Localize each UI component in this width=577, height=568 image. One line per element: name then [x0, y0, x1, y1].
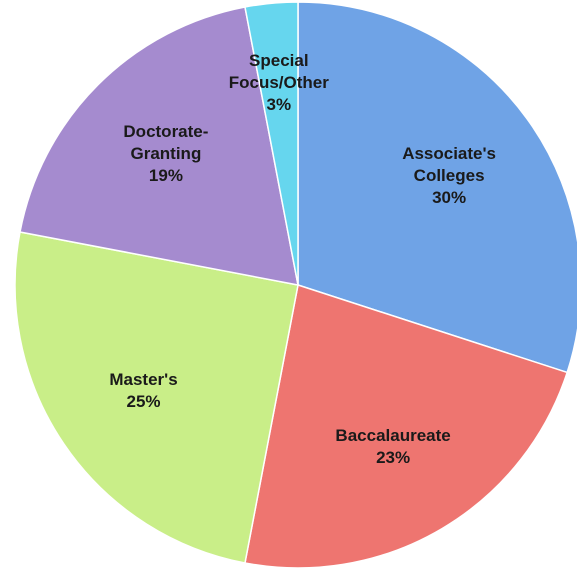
value-label: 25% [127, 392, 161, 411]
label-line: Associate's [402, 144, 496, 163]
label-line: Baccalaureate [335, 426, 450, 445]
label-line: Granting [131, 144, 202, 163]
slice-label: Special Focus/Other 3% [229, 51, 330, 114]
slice-label: Doctorate- Granting 19% [123, 122, 208, 185]
value-label: 19% [149, 166, 183, 185]
value-label: 30% [432, 188, 466, 207]
slice-label: Master's 25% [109, 370, 177, 411]
category-label: Special Focus/Other [229, 51, 330, 92]
category-label: Doctorate- Granting [123, 122, 208, 163]
pie-slice [297, 1, 577, 374]
value-label: 23% [376, 448, 410, 467]
category-label: Associate's Colleges [402, 144, 496, 185]
category-label: Master's [109, 370, 177, 389]
pie-slice [14, 231, 299, 564]
label-line: Doctorate- [123, 122, 208, 141]
slice-label: Baccalaureate 23% [335, 426, 450, 467]
slice-label: Associate's Colleges 30% [402, 144, 496, 207]
label-line: Special [249, 51, 309, 70]
label-line: Colleges [414, 166, 485, 185]
pie-slice [244, 1, 299, 286]
value-label: 3% [267, 95, 292, 114]
category-label: Baccalaureate [335, 426, 450, 445]
pie-slice [19, 6, 299, 286]
label-line: Master's [109, 370, 177, 389]
label-line: Focus/Other [229, 73, 330, 92]
